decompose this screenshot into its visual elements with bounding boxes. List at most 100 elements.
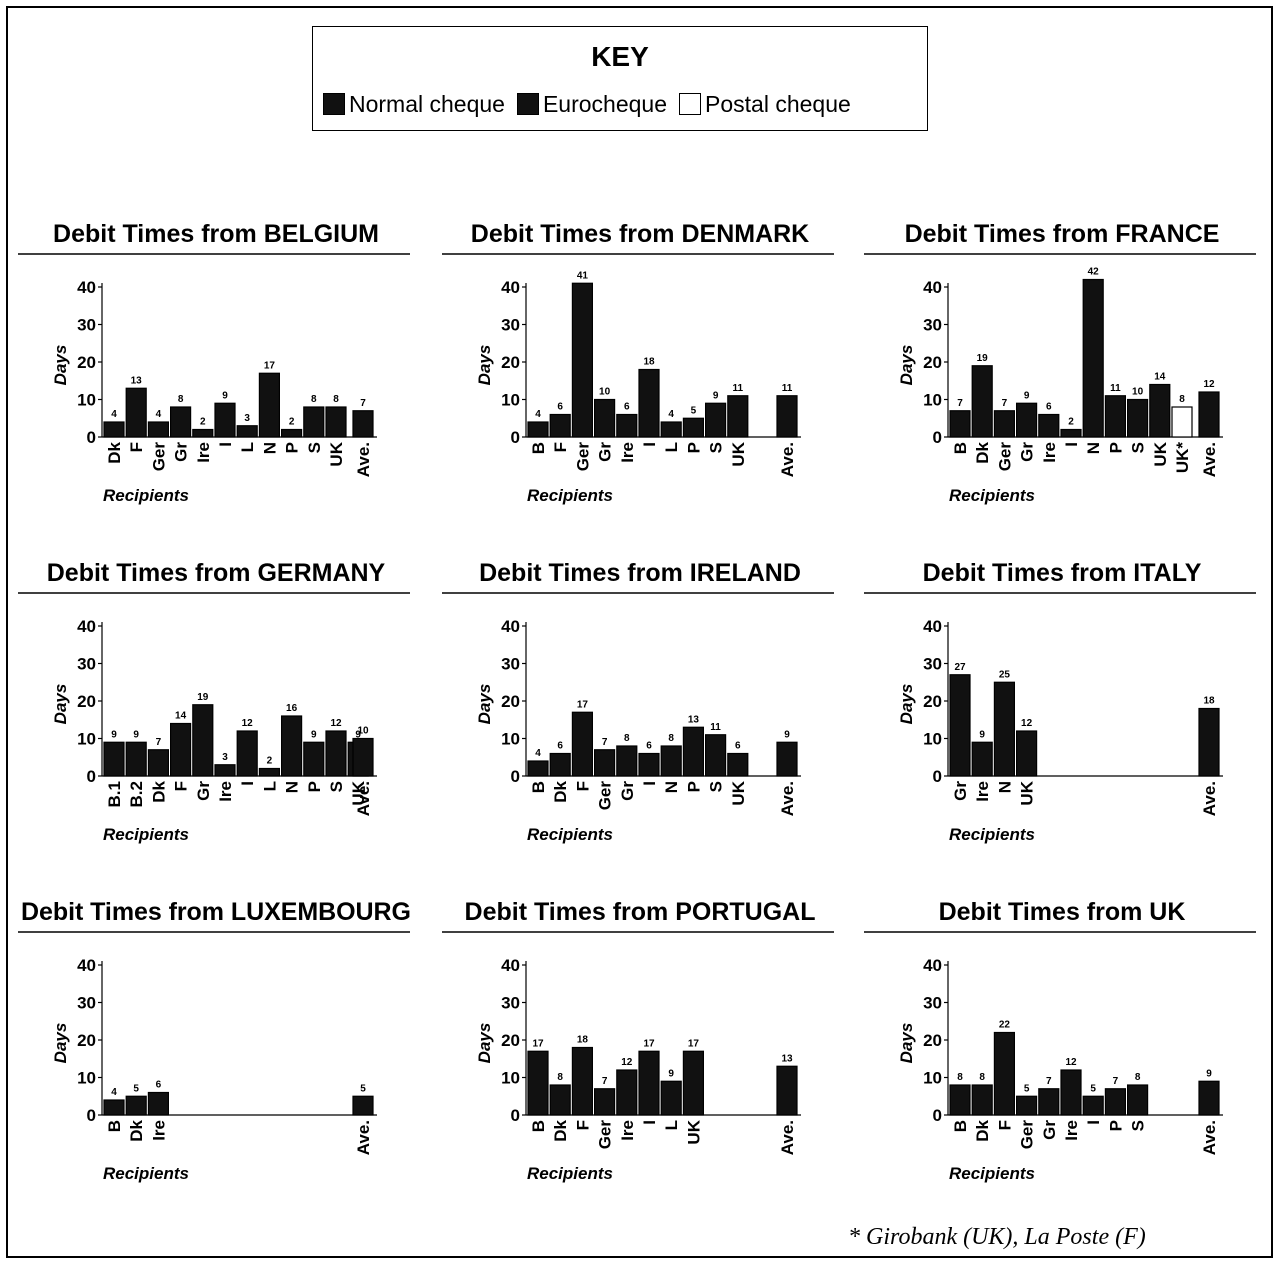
chart-title: Debit Times from ITALY <box>923 559 1202 587</box>
value-label-l: 4 <box>668 409 674 420</box>
category-label-ger: Ger <box>149 442 168 472</box>
category-label-dk: Dk <box>105 441 124 463</box>
category-label-p: P <box>1106 442 1125 453</box>
value-label-ire: 2 <box>200 417 206 428</box>
legend-box: KEY Normal cheque Eurocheque Postal cheq… <box>312 26 928 131</box>
value-label-gr: 7 <box>1046 1076 1052 1087</box>
y-tick-label: 20 <box>923 353 942 372</box>
value-label-b: 4 <box>535 748 541 759</box>
y-tick-label: 10 <box>501 1069 520 1088</box>
value-label-uk: 8 <box>1179 394 1185 405</box>
bar-s <box>705 402 727 438</box>
bar-ire <box>616 413 638 438</box>
y-tick-label: 20 <box>501 353 520 372</box>
y-tick-label: 40 <box>77 617 96 636</box>
bar-l <box>258 767 280 777</box>
category-label-s: S <box>707 781 726 792</box>
y-tick-label: 10 <box>923 1069 942 1088</box>
category-label-l: L <box>238 442 257 452</box>
bar-gr <box>1038 1088 1060 1116</box>
bar-dk <box>971 1084 993 1116</box>
category-label-f: F <box>172 781 191 791</box>
category-label-ave: Ave. <box>1200 1120 1219 1155</box>
category-label-b: B <box>951 1120 970 1132</box>
y-tick-label: 30 <box>501 655 520 674</box>
bar-gr <box>170 406 192 438</box>
bar-n <box>258 372 280 438</box>
y-tick-label: 30 <box>501 316 520 335</box>
bar-b <box>103 1099 125 1116</box>
bar-f <box>170 722 192 777</box>
x-axis-label: Recipients <box>949 486 1035 505</box>
value-label-ave: 11 <box>782 383 793 394</box>
bar-i <box>1060 428 1082 438</box>
category-label-ire: Ire <box>149 1120 168 1141</box>
legend-label-normal-cheque: Normal cheque <box>349 90 505 117</box>
y-tick-label: 10 <box>501 730 520 749</box>
x-axis-label: Recipients <box>527 1164 613 1183</box>
category-label-n: N <box>260 442 279 454</box>
bar-l <box>236 425 258 438</box>
value-label-s: 8 <box>311 394 317 405</box>
category-label-p: P <box>305 781 324 792</box>
category-label-uk: UK <box>729 441 748 466</box>
category-label-gr: Gr <box>172 442 191 462</box>
bar-ire <box>971 741 993 777</box>
bar-l <box>660 1080 682 1116</box>
y-tick-label: 20 <box>923 692 942 711</box>
chart-italy: Debit Times from ITALY 0 10 20 30 40 Days Recip… <box>862 551 1262 851</box>
value-label-ire: 9 <box>979 729 985 740</box>
y-tick-label: 0 <box>511 767 520 786</box>
value-label-dk: 8 <box>557 1072 563 1083</box>
bar-uk <box>727 752 749 777</box>
value-label-dk: 4 <box>111 409 117 420</box>
category-label-ger: Ger <box>596 781 615 811</box>
bar-n <box>993 681 1015 777</box>
bar-ave <box>352 1095 374 1116</box>
value-label-dk: 8 <box>979 1072 985 1083</box>
value-label-dk: 19 <box>977 353 989 364</box>
value-label-dk: 6 <box>557 741 563 752</box>
y-tick-label: 20 <box>501 1031 520 1050</box>
category-label-f: F <box>573 1120 592 1130</box>
bar-s <box>303 406 325 438</box>
bar-dk <box>549 752 571 777</box>
category-label-uk: UK <box>684 1119 703 1144</box>
bar-b <box>527 421 549 438</box>
category-label-ger: Ger <box>573 442 592 472</box>
category-label-ire: Ire <box>1040 442 1059 463</box>
category-label-dk: Dk <box>973 441 992 463</box>
category-label-ire: Ire <box>618 442 637 463</box>
value-label-ire: 12 <box>621 1057 633 1068</box>
bar-b-1 <box>103 741 125 777</box>
chart-svg: Debit Times from DENMARK 0 10 20 30 40 Days Rec… <box>442 220 834 505</box>
bar-ave <box>1198 707 1220 777</box>
value-label-ger: 4 <box>156 409 162 420</box>
bar-b-2 <box>125 741 147 777</box>
y-tick-label: 20 <box>77 353 96 372</box>
category-label-uk: UK* <box>1173 442 1192 474</box>
value-label-b-2: 9 <box>133 729 139 740</box>
y-tick-label: 40 <box>77 278 96 297</box>
category-label-s: S <box>1129 442 1148 453</box>
y-tick-label: 20 <box>501 692 520 711</box>
bar-dk <box>971 365 993 438</box>
bar-ire <box>192 428 214 438</box>
category-label-ave: Ave. <box>1200 442 1219 477</box>
chart-svg: Debit Times from GERMANY 0 10 20 30 40 Days Rec… <box>18 559 410 844</box>
bar-b <box>527 1050 549 1116</box>
bar-ave <box>352 410 374 438</box>
chart-title: Debit Times from FRANCE <box>905 220 1220 248</box>
chart-title: Debit Times from DENMARK <box>471 220 809 248</box>
value-label-p: 11 <box>1110 383 1121 394</box>
category-label-ave: Ave. <box>354 442 373 477</box>
x-axis-label: Recipients <box>949 825 1035 844</box>
value-label-gr: 9 <box>1024 390 1030 401</box>
bar-dk <box>549 1084 571 1116</box>
value-label-p: 5 <box>691 405 697 416</box>
value-label-i: 6 <box>646 741 652 752</box>
value-label-l: 3 <box>244 413 250 424</box>
value-label-ger: 7 <box>602 737 608 748</box>
y-tick-label: 20 <box>923 1031 942 1050</box>
category-label-uk: UK <box>349 780 368 805</box>
